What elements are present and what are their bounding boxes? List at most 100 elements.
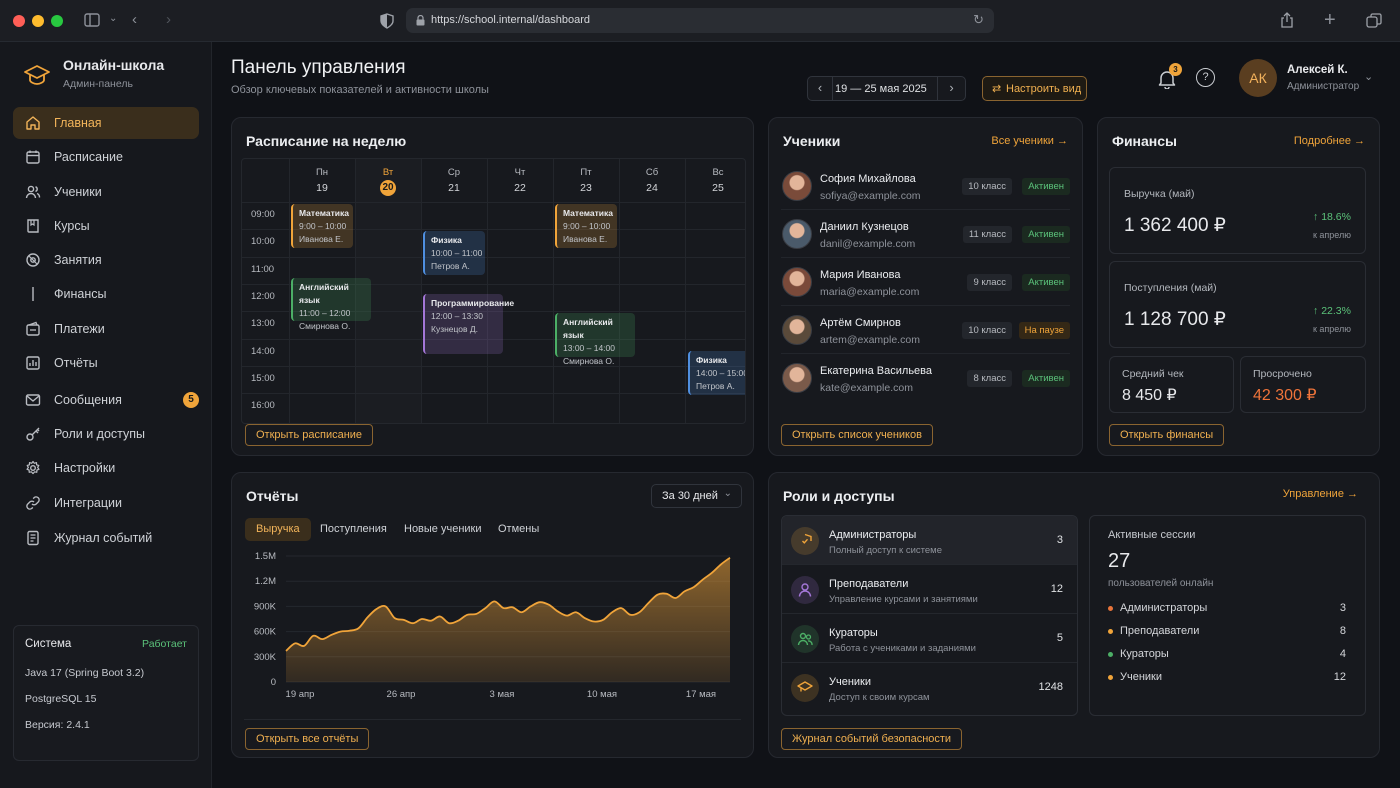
- reports-card: Отчёты За 30 дней ⌄ Выручка Поступления Но…: [231, 472, 754, 758]
- sidebar-item-3[interactable]: Ученики: [13, 176, 199, 208]
- security-log-button[interactable]: Журнал событий безопасности: [781, 728, 963, 750]
- student-row[interactable]: Даниил Кузнецов danil@example.com 11 класс…: [781, 218, 1070, 258]
- report-tab[interactable]: Поступления: [320, 523, 387, 535]
- schedule-event[interactable]: Математика 9:00 – 10:00 Иванова Е.: [291, 204, 353, 248]
- sidebar-item-label: Платежи: [54, 322, 105, 336]
- link-icon: [26, 496, 40, 510]
- open-schedule-button[interactable]: Открыть расписание: [245, 424, 374, 446]
- time-label: 10:00: [251, 236, 275, 248]
- report-tab[interactable]: Новые ученики: [404, 523, 482, 535]
- reload-icon[interactable]: ↻: [973, 12, 984, 27]
- event-time: 11:00 – 12:00: [299, 307, 351, 318]
- schedule-event[interactable]: Математика 9:00 – 10:00 Иванова Е.: [555, 204, 617, 248]
- role-row[interactable]: Администраторы Полный доступ к системе 3: [782, 516, 1077, 565]
- schedule-event[interactable]: Физика 10:00 – 11:00 Петров А.: [423, 231, 485, 275]
- tabs-overview-icon[interactable]: [1366, 13, 1382, 29]
- chevron-down-icon: ⌄: [723, 488, 732, 499]
- chevron-down-icon[interactable]: ⌄: [109, 13, 118, 24]
- role-row[interactable]: Ученики Доступ к своим курсам 1248: [782, 663, 1077, 712]
- share-icon[interactable]: [1280, 12, 1294, 28]
- next-week-button[interactable]: ›: [937, 77, 965, 100]
- sidebar-item-8[interactable]: Отчёты: [13, 347, 199, 379]
- unread-badge: 5: [183, 392, 199, 408]
- student-row[interactable]: Екатерина Васильева kate@example.com 8 кла…: [781, 362, 1070, 402]
- sidebar-toggle-icon[interactable]: [84, 13, 100, 27]
- manage-roles-link[interactable]: Управление →: [1282, 488, 1358, 500]
- sidebar-item-label: Отчёты: [54, 356, 98, 370]
- sidebar-item-4[interactable]: Курсы: [13, 210, 199, 242]
- day-number: 21: [448, 182, 460, 194]
- sidebar-item-11[interactable]: Настройки: [13, 452, 199, 484]
- sidebar-item-label: Роли и доступы: [54, 427, 146, 441]
- status-badge: На паузе: [1018, 322, 1070, 339]
- address-bar[interactable]: https://school.internal/dashboard ↻: [406, 8, 994, 33]
- sidebar-item-2[interactable]: Расписание: [13, 141, 199, 173]
- user-name[interactable]: Алексей К.: [1287, 64, 1348, 76]
- student-row[interactable]: Мария Иванова maria@example.com 9 класс Акт…: [781, 266, 1070, 306]
- role-count: 5: [1056, 632, 1063, 644]
- new-tab-icon[interactable]: +: [1324, 9, 1336, 31]
- user-menu-chevron-icon[interactable]: ⌄: [1364, 71, 1374, 83]
- period-select-value: За 30 дней: [662, 490, 718, 502]
- session-role: Ученики: [1120, 671, 1163, 683]
- schedule-event[interactable]: Английский язык 11:00 – 12:00 Смирнова О.: [291, 277, 371, 331]
- sidebar-item-6[interactable]: Финансы: [13, 278, 199, 310]
- day-number: 25: [712, 182, 724, 194]
- customize-view-button[interactable]: ⇄ Настроить вид: [982, 76, 1087, 101]
- sidebar-item-9[interactable]: Сообщения 5: [13, 384, 199, 416]
- student-row[interactable]: Артём Смирнов artem@example.com 10 класс На…: [781, 314, 1070, 354]
- role-count: 12: [1050, 583, 1063, 595]
- forward-icon[interactable]: ›: [166, 11, 171, 28]
- maximize-window-button[interactable]: [51, 15, 63, 27]
- day-column: [619, 159, 685, 423]
- all-students-link[interactable]: Все ученики →: [991, 135, 1068, 147]
- status-badge: Активен: [1022, 178, 1070, 195]
- student-row[interactable]: София Михайлова sofiya@example.com 10 клас…: [781, 170, 1070, 210]
- system-line: Java 17 (Spring Boot 3.2): [25, 667, 145, 679]
- open-reports-button[interactable]: Открыть все отчёты: [245, 728, 370, 750]
- privacy-shield-icon[interactable]: [380, 13, 394, 29]
- system-line: Версия: 2.4.1: [25, 719, 90, 731]
- event-title: Физика: [696, 355, 727, 366]
- day-number: 20: [380, 180, 396, 196]
- role-name: Администраторы: [829, 529, 917, 541]
- finance-details-link[interactable]: Подробнее →: [1293, 135, 1365, 147]
- sidebar-item-1[interactable]: Главная: [13, 107, 199, 139]
- close-window-button[interactable]: [13, 15, 25, 27]
- open-students-button[interactable]: Открыть список учеников: [781, 424, 933, 446]
- sidebar-item-5[interactable]: Занятия: [13, 244, 199, 276]
- student-name: Даниил Кузнецов: [820, 221, 909, 233]
- avatar[interactable]: АК: [1239, 59, 1277, 97]
- schedule-event[interactable]: Программирование 12:00 – 13:30 Кузнецов Д.: [423, 294, 514, 355]
- session-dot: [1108, 606, 1113, 611]
- sidebar-item-13[interactable]: Журнал событий: [13, 522, 199, 554]
- students-title: Ученики: [783, 133, 841, 149]
- day-column: [553, 159, 619, 423]
- students-card: Ученики Все ученики → София Михайлова sof…: [768, 117, 1083, 456]
- sidebar-item-12[interactable]: Интеграции: [13, 487, 199, 519]
- report-tab[interactable]: Выручка: [245, 518, 311, 541]
- report-tab[interactable]: Отмены: [498, 523, 540, 535]
- open-finance-button[interactable]: Открыть финансы: [1109, 424, 1225, 446]
- event-teacher: Иванова Е.: [299, 234, 344, 244]
- day-name: Ср: [447, 167, 461, 178]
- schedule-event[interactable]: Физика 14:00 – 15:00 Петров А.: [688, 351, 745, 396]
- overdue-label: Просрочено: [1253, 368, 1312, 380]
- sidebar-item-7[interactable]: Платежи: [13, 313, 199, 345]
- role-row[interactable]: Кураторы Работа с учениками и заданиями 5: [782, 614, 1077, 663]
- back-icon[interactable]: ‹: [132, 11, 137, 28]
- schedule-event[interactable]: Английский язык 13:00 – 14:00 Смирнова О.: [555, 313, 635, 366]
- sidebar-item-label: Ученики: [54, 185, 102, 199]
- finance-card: Финансы Подробнее → Выручка (май) 1 362 …: [1097, 117, 1380, 456]
- system-status-panel: Система Работает Java 17 (Spring Boot 3.…: [13, 625, 199, 761]
- role-name: Преподаватели: [829, 578, 909, 590]
- prev-week-button[interactable]: ‹: [808, 77, 833, 100]
- minimize-window-button[interactable]: [32, 15, 44, 27]
- role-icon-wrap: [791, 625, 819, 653]
- users-icon: [25, 185, 41, 199]
- sidebar-item-10[interactable]: Роли и доступы: [13, 418, 199, 450]
- role-row[interactable]: Преподаватели Управление курсами и заняти…: [782, 565, 1077, 614]
- help-icon[interactable]: ?: [1196, 68, 1215, 87]
- period-select[interactable]: За 30 дней ⌄: [651, 484, 742, 508]
- sidebar: Онлайн-школа Админ-панель Главная Расписа…: [0, 42, 212, 788]
